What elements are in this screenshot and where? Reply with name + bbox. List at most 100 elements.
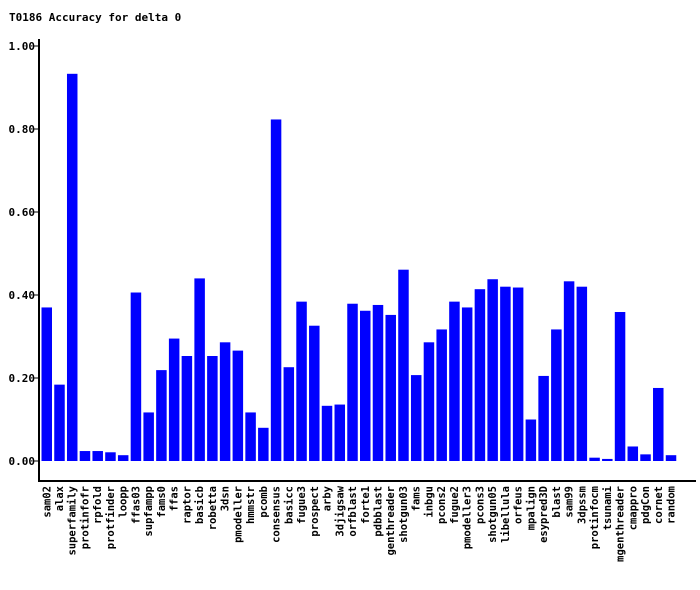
x-tick-label: mpalign (525, 486, 537, 530)
bar-inbgu (423, 342, 435, 461)
x-tick-label: raptor (181, 486, 193, 524)
chart-title: T0186 Accuracy for delta 0 (9, 11, 181, 24)
x-tick-label: hmmstr (245, 486, 257, 524)
bar-libellula (500, 286, 511, 461)
y-tick-label: 0.80 (9, 123, 36, 136)
bar-ffas (168, 338, 180, 461)
x-tick-label: fugue2 (449, 486, 461, 524)
x-tick-label: blast (551, 486, 563, 518)
bar-fugue2 (449, 301, 460, 461)
bar-blast (551, 329, 562, 461)
x-tick-label: supfampp (143, 486, 155, 537)
bar-pmodeller3 (461, 307, 473, 461)
y-tick-label: 0.60 (9, 206, 36, 219)
x-tick-label: pmodeller3 (462, 486, 474, 549)
x-axis-ticks: sam02 alax superfamily protinfofr rpfold prot… (41, 485, 677, 562)
bar-raptor (181, 356, 193, 461)
x-tick-label: 3dsn (220, 486, 232, 511)
x-tick-label: fugue3 (296, 486, 308, 524)
x-tick-label: fams0 (156, 486, 168, 518)
x-tick-label: protinfofr (79, 486, 91, 549)
x-tick-label: basicc (283, 486, 295, 524)
bar-3dpssm (576, 286, 588, 461)
bar-ffas03 (130, 292, 142, 461)
x-tick-label: ffas03 (130, 486, 142, 524)
bar-pmodeller (232, 350, 244, 461)
x-tick-label: genthreader (385, 486, 397, 556)
x-tick-label: inbgu (423, 486, 435, 518)
bar-alax (54, 384, 65, 461)
x-tick-label: 3dpssm (576, 486, 588, 524)
x-tick-label: pcons3 (474, 486, 486, 524)
bar-cmappro (627, 446, 639, 461)
x-tick-label: ffas (169, 486, 181, 511)
x-tick-label: basicb (194, 486, 206, 524)
x-tick-label: fams (411, 486, 423, 511)
bar-forte1 (360, 310, 371, 461)
x-tick-label: pdbblast (372, 486, 384, 537)
x-tick-label: libellula (500, 486, 512, 543)
y-tick-label: 1.00 (9, 40, 36, 53)
x-tick-label: sam02 (41, 486, 53, 518)
x-tick-label: pmodeller (232, 486, 244, 543)
x-tick-label: arby (322, 485, 334, 511)
bar-prospect (309, 325, 320, 461)
bar-random (665, 455, 677, 461)
bar-protfinder (105, 452, 116, 461)
bar-shotgun03 (398, 269, 409, 461)
x-tick-label: esypred3D (538, 486, 550, 543)
x-tick-label: orfeus (513, 486, 525, 524)
bar-pcomb (258, 427, 269, 461)
x-tick-label: loopp (118, 486, 130, 518)
bar-pcons3 (474, 289, 486, 461)
x-tick-label: pcons2 (436, 486, 448, 524)
x-tick-label: superfamily (67, 485, 79, 555)
bar-cornet (653, 387, 664, 461)
bar-pcons2 (436, 329, 447, 461)
bar-loopp (117, 455, 129, 461)
bar-basicb (194, 278, 205, 461)
bar-fugue3 (296, 301, 307, 461)
bar-protinfofr (79, 451, 91, 461)
x-tick-label: pcomb (258, 486, 270, 518)
bar-genthreader (385, 314, 396, 461)
x-tick-label: cornet (653, 486, 665, 524)
y-tick-label: 0.40 (9, 289, 36, 302)
bar-mgenthreader (614, 312, 626, 461)
x-tick-label: 3djigsaw (334, 485, 346, 536)
x-tick-label: shotgun03 (398, 486, 410, 543)
x-tick-label: rpfold (92, 486, 104, 524)
bar-robetta (207, 356, 218, 461)
x-tick-label: prospect (309, 486, 321, 537)
bar-superfamily (66, 73, 78, 461)
y-tick-label: 0.00 (9, 455, 36, 468)
y-tick-label: 0.20 (9, 372, 36, 385)
bar-sam99 (563, 281, 575, 461)
bar-mpalign (525, 419, 537, 461)
x-tick-label: tsunami (602, 486, 614, 530)
x-tick-label: pdgCon (640, 486, 652, 524)
bar-supfampp (143, 412, 154, 461)
x-tick-label: alax (54, 485, 66, 511)
bars (41, 73, 677, 462)
x-tick-label: protinfocm (589, 486, 601, 549)
x-tick-label: random (666, 486, 678, 524)
bar-consensus (270, 119, 282, 462)
bar-rpfold (92, 451, 103, 461)
bar-protinfocm (589, 457, 600, 461)
bar-fams (410, 375, 422, 461)
bar-pdbblast (372, 304, 384, 461)
x-tick-label: forte1 (360, 486, 372, 524)
bar-tsunami (602, 458, 613, 461)
bar-hmmstr (245, 412, 256, 461)
x-tick-label: robetta (207, 486, 219, 530)
x-tick-label: orfblast (347, 486, 359, 537)
x-tick-label: shotgun05 (487, 486, 499, 543)
bar-3djigsaw (334, 404, 346, 461)
x-tick-label: mgenthreader (615, 486, 627, 562)
bar-basicc (283, 367, 295, 461)
x-tick-label: consensus (271, 486, 283, 543)
bar-pdgCon (640, 454, 651, 461)
bar-orfblast (347, 303, 358, 461)
